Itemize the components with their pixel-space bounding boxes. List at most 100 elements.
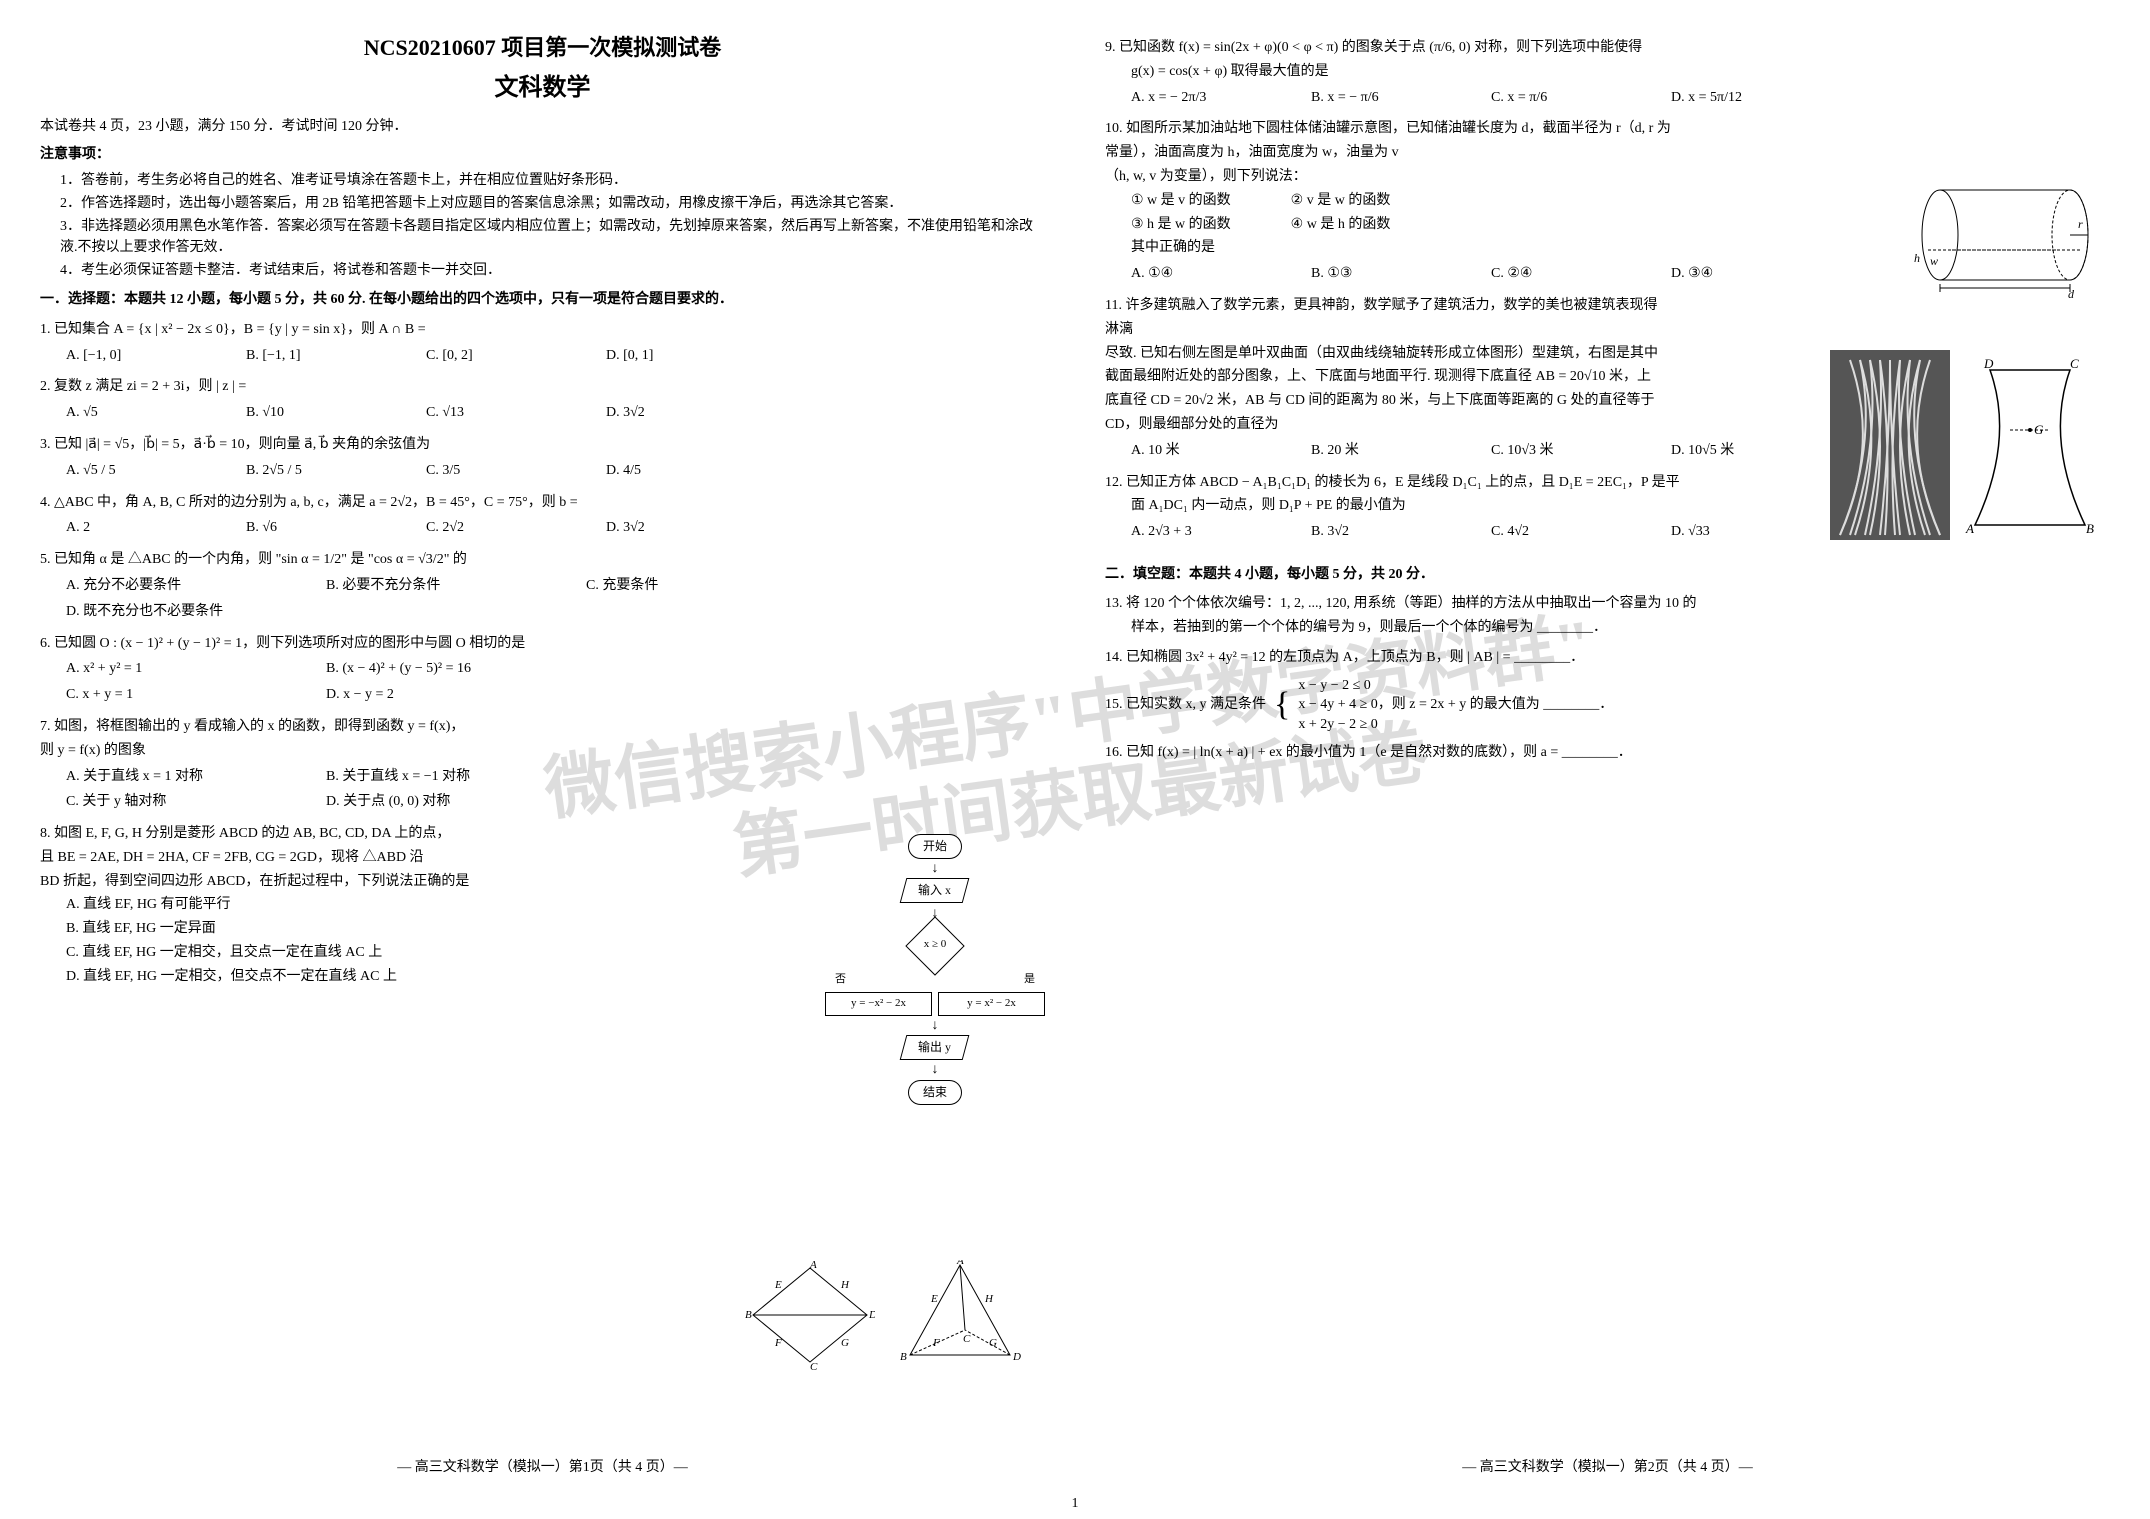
arrow-icon: ↓ [825, 1020, 1045, 1031]
q9-opt-b: B. x = − π/6 [1311, 86, 1461, 110]
figure-q8: A B C D E F G H A B C D E F G [745, 1260, 1025, 1370]
svg-text:G: G [841, 1337, 849, 1349]
svg-text:E: E [930, 1293, 938, 1305]
instruction-3: 3．非选择题必须用黑色水笔作答．答案必须写在答题卡各题目指定区域内相应位置上；如… [60, 216, 1045, 258]
q6-opt-c: C. x + y = 1 [66, 683, 296, 707]
fc-branch-right: y = x² − 2x [938, 992, 1045, 1016]
arrow-icon: ↓ [825, 863, 1045, 874]
svg-text:B: B [2086, 521, 2094, 536]
svg-text:A: A [1965, 521, 1974, 536]
question-2: 2. 复数 z 满足 zi = 2 + 3i，则 | z | = A. √5 B… [40, 375, 1045, 427]
svg-text:B: B [745, 1309, 752, 1321]
question-16: 16. 已知 f(x) = | ln(x + a) | + ex 的最小值为 1… [1105, 741, 2110, 765]
q16-stem: 16. 已知 f(x) = | ln(x + a) | + ex 的最小值为 1… [1105, 741, 2110, 765]
svg-text:F: F [932, 1337, 940, 1349]
svg-text:C: C [963, 1333, 971, 1345]
q3-opt-b: B. 2√5 / 5 [246, 459, 396, 483]
section-1-heading: 一．选择题：本题共 12 小题，每小题 5 分，共 60 分. 在每小题给出的四… [40, 289, 1045, 311]
page-1: NCS20210607 项目第一次模拟测试卷 文科数学 本试卷共 4 页，23 … [40, 30, 1045, 1489]
question-15: 15. 已知实数 x, y 满足条件 { x − y − 2 ≤ 0 x − 4… [1105, 676, 2110, 735]
svg-text:h: h [1914, 251, 1920, 265]
q14-stem: 14. 已知椭圆 3x² + 4y² = 12 的左顶点为 A，上顶点为 B，则… [1105, 646, 2110, 670]
fc-decision: x ≥ 0 [905, 925, 965, 965]
hyperbola-diagram: D C A B G [1960, 350, 2100, 540]
fc-branch-left: y = −x² − 2x [825, 992, 932, 1016]
q4-stem: 4. △ABC 中，角 A, B, C 所对的边分别为 a, b, c，满足 a… [40, 491, 1045, 515]
q8-line2: 且 BE = 2AE, DH = 2HA, CF = 2FB, CG = 2GD… [40, 846, 740, 870]
q6-opt-d: D. x − y = 2 [326, 683, 556, 707]
paper-subject: 文科数学 [40, 69, 1045, 107]
svg-text:G: G [989, 1337, 997, 1349]
q9-opt-d: D. x = 5π/12 [1671, 86, 1821, 110]
q8-line3: BD 折起，得到空间四边形 ABCD，在折起过程中，下列说法正确的是 [40, 870, 740, 894]
q12-opt-d: D. √33 [1671, 520, 1821, 544]
q12-opt-a: A. 2√3 + 3 [1131, 520, 1281, 544]
question-3: 3. 已知 |a⃗| = √5，|b⃗| = 5，a⃗·b⃗ = 10，则向量 … [40, 433, 1045, 485]
svg-text:A: A [809, 1260, 817, 1271]
fc-output: 输出 y [900, 1035, 970, 1060]
question-13: 13. 将 120 个个体依次编号：1, 2, ..., 120, 用系统（等距… [1105, 592, 2110, 640]
q15-sys-1: x − y − 2 ≤ 0 [1298, 676, 1613, 696]
q13-sub: 样本，若抽到的第一个个体的编号为 9，则最后一个个体的编号为 ________． [1131, 616, 2110, 640]
svg-text:E: E [774, 1279, 782, 1291]
q5-opt-a: A. 充分不必要条件 [66, 574, 296, 598]
q7-stem: 7. 如图，将框图输出的 y 看成输入的 x 的函数，即得到函数 y = f(x… [40, 715, 780, 739]
fc-end: 结束 [908, 1080, 962, 1105]
q10-opt-c: C. ②④ [1491, 262, 1641, 286]
q7-opt-b: B. 关于直线 x = −1 对称 [326, 765, 556, 789]
fc-start: 开始 [908, 834, 962, 859]
page-number: 1 [1072, 1493, 1079, 1515]
q10-line3: （h, w, v 为变量），则下列说法： [1105, 165, 1875, 189]
q9-stem: 9. 已知函数 f(x) = sin(2x + φ)(0 < φ < π) 的图… [1105, 36, 2110, 60]
q11-stem: 11. 许多建筑融入了数学元素，更具神韵，数学赋予了建筑活力，数学的美也被建筑表… [1105, 294, 1665, 342]
instructions-heading: 注意事项： [40, 144, 1045, 166]
q13-stem: 13. 将 120 个个体依次编号：1, 2, ..., 120, 用系统（等距… [1105, 592, 2110, 616]
svg-text:D: D [1983, 356, 1994, 371]
arrow-icon: ↓ [825, 1064, 1045, 1075]
q10-item-1: ① w 是 v 的函数 [1131, 189, 1231, 213]
q5-opt-b: B. 必要不充分条件 [326, 574, 556, 598]
q10-opt-d: D. ③④ [1671, 262, 1821, 286]
q7-opt-d: D. 关于点 (0, 0) 对称 [326, 790, 556, 814]
q2-stem: 2. 复数 z 满足 zi = 2 + 3i，则 | z | = [40, 375, 1045, 399]
q4-opt-d: D. 3√2 [606, 516, 756, 540]
q7-sub: 则 y = f(x) 的图象 [40, 739, 780, 763]
tower-figure: D C A B G [1830, 350, 2100, 540]
q15-sys-2: x − 4y + 4 ≥ 0，则 z = 2x + y 的最大值为 ______… [1298, 695, 1613, 715]
svg-text:F: F [774, 1337, 782, 1349]
q8-opt-d: D. 直线 EF, HG 一定相交，但交点不一定在直线 AC 上 [66, 965, 740, 989]
svg-text:d: d [2068, 287, 2075, 300]
q15-sys-3: x + 2y − 2 ≥ 0 [1298, 715, 1613, 735]
page-2: 9. 已知函数 f(x) = sin(2x + φ)(0 < φ < π) 的图… [1105, 30, 2110, 1489]
q6-opt-b: B. (x − 4)² + (y − 5)² = 16 [326, 657, 556, 681]
fc-no: 否 [835, 971, 846, 989]
question-6: 6. 已知圆 O : (x − 1)² + (y − 1)² = 1，则下列选项… [40, 632, 780, 709]
footer-left: — 高三文科数学（模拟一）第1页（共 4 页）— [40, 1457, 1045, 1479]
question-10: 10. 如图所示某加油站地下圆柱体储油罐示意图，已知储油罐长度为 d，截面半径为… [1105, 117, 1875, 288]
q8-stem: 8. 如图 E, F, G, H 分别是菱形 ABCD 的边 AB, BC, C… [40, 822, 740, 846]
question-4: 4. △ABC 中，角 A, B, C 所对的边分别为 a, b, c，满足 a… [40, 491, 1045, 543]
q7-opt-a: A. 关于直线 x = 1 对称 [66, 765, 296, 789]
tetrahedron-diagram: A B C D E F G H [895, 1260, 1025, 1370]
question-7: 7. 如图，将框图输出的 y 看成输入的 x 的函数，即得到函数 y = f(x… [40, 715, 780, 816]
paper-meta: 本试卷共 4 页，23 小题，满分 150 分．考试时间 120 分钟． [40, 116, 1045, 138]
question-1: 1. 已知集合 A = {x | x² − 2x ≤ 0}，B = {y | y… [40, 318, 1045, 370]
q6-opt-a: A. x² + y² = 1 [66, 657, 296, 681]
q11-body: 尽致. 已知右侧左图是单叶双曲面（由双曲线绕轴旋转形成立体图形）型建筑，右图是其… [1105, 342, 1665, 437]
q8-opt-c: C. 直线 EF, HG 一定相交，且交点一定在直线 AC 上 [66, 941, 740, 965]
question-5: 5. 已知角 α 是 △ABC 的一个内角，则 "sin α = 1/2" 是 … [40, 548, 1045, 625]
q7-opt-c: C. 关于 y 轴对称 [66, 790, 296, 814]
q6-stem: 6. 已知圆 O : (x − 1)² + (y − 1)² = 1，则下列选项… [40, 632, 780, 656]
q9-sub: g(x) = cos(x + φ) 取得最大值的是 [1131, 60, 2110, 84]
q8-opt-b: B. 直线 EF, HG 一定异面 [66, 917, 740, 941]
q10-opt-b: B. ①③ [1311, 262, 1461, 286]
q10-stem: 10. 如图所示某加油站地下圆柱体储油罐示意图，已知储油罐长度为 d，截面半径为… [1105, 117, 1875, 141]
footer-right: — 高三文科数学（模拟一）第2页（共 4 页）— [1105, 1457, 2110, 1479]
cylinder-figure: r h w d [1900, 170, 2100, 308]
q1-opt-b: B. [−1, 1] [246, 344, 396, 368]
svg-text:G: G [2034, 422, 2044, 437]
q1-opt-c: C. [0, 2] [426, 344, 576, 368]
question-14: 14. 已知椭圆 3x² + 4y² = 12 的左顶点为 A，上顶点为 B，则… [1105, 646, 2110, 670]
q5-opt-d: D. 既不充分也不必要条件 [66, 600, 296, 624]
q3-opt-a: A. √5 / 5 [66, 459, 216, 483]
